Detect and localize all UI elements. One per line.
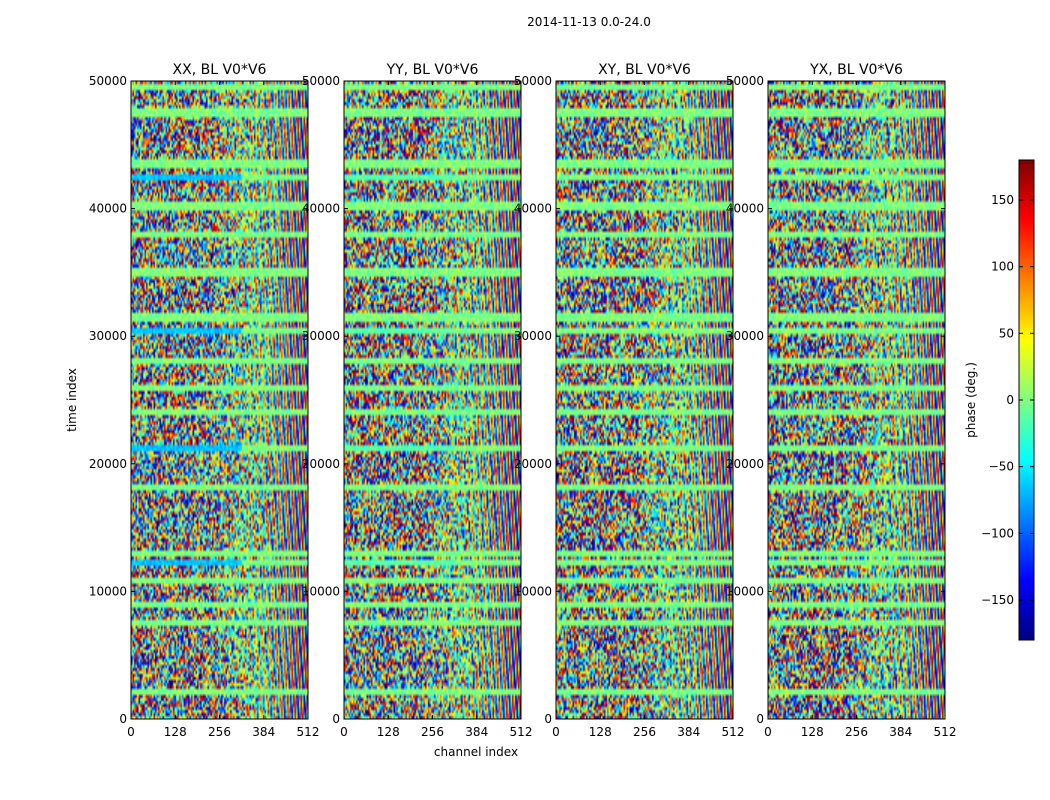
panel-3: XY, BL V0*V6 0 128 256 384 512 0 10000 20000 3000… [514,62,745,739]
panel-1: XX, BL V0*V6 0 128 256 384 512 0 10000 20000 3000… [89,62,320,739]
y-tick-label: 10000 [514,584,552,598]
colorbar-tick-label: −100 [981,526,1014,540]
colorbar-tick-label: −150 [981,593,1014,607]
x-tick-label: 128 [164,725,187,739]
y-tick-label: 0 [544,712,552,726]
x-tick-label: 512 [934,725,957,739]
panels: XX, BL V0*V6 0 128 256 384 512 0 10000 20000 3000… [89,62,957,739]
y-tick-label: 40000 [302,202,340,216]
heatmap-image [344,81,521,719]
panel-2: YY, BL V0*V6 0 128 256 384 512 0 10000 20000 3000… [302,62,533,739]
x-tick-label: 0 [764,725,772,739]
y-tick-label: 50000 [89,74,127,88]
y-tick-label: 20000 [514,457,552,471]
x-tick-label: 0 [340,725,348,739]
panel-title: XY, BL V0*V6 [598,62,691,78]
y-tick-label: 50000 [514,74,552,88]
colorbar: −150 −100 −50 0 50 100 150 phase (deg.) [964,159,1035,641]
heatmap-image [768,81,945,719]
colorbar-tick-label: −50 [989,460,1014,474]
heatmap-image [131,81,308,719]
x-tick-label: 384 [252,725,275,739]
x-tick-label: 128 [589,725,612,739]
y-tick-label: 10000 [726,584,764,598]
panel-4: YX, BL V0*V6 0 128 256 384 512 0 10000 20000 3000… [726,62,957,739]
y-tick-label: 50000 [726,74,764,88]
figure-title: 2014-11-13 0.0-24.0 [527,15,651,29]
x-axis-label: channel index [434,745,518,759]
x-tick-label: 256 [208,725,231,739]
heatmap-image [556,81,733,719]
y-tick-label: 30000 [726,329,764,343]
colorbar-tick-label: 150 [991,193,1014,207]
y-tick-label: 10000 [302,584,340,598]
y-tick-label: 0 [119,712,127,726]
y-tick-label: 30000 [302,329,340,343]
x-tick-label: 0 [552,725,560,739]
panel-title: XX, BL V0*V6 [173,62,267,78]
colorbar-tick-label: 50 [999,326,1014,340]
x-tick-label: 384 [889,725,912,739]
y-tick-label: 20000 [89,457,127,471]
y-tick-label: 10000 [89,584,127,598]
x-tick-label: 256 [845,725,868,739]
y-tick-label: 20000 [302,457,340,471]
x-tick-label: 0 [127,725,135,739]
panel-title: YY, BL V0*V6 [386,62,479,78]
x-tick-label: 512 [510,725,533,739]
x-tick-label: 512 [722,725,745,739]
y-tick-label: 40000 [726,202,764,216]
x-tick-label: 384 [677,725,700,739]
x-tick-label: 128 [377,725,400,739]
y-axis-label: time index [65,368,79,432]
x-tick-label: 384 [465,725,488,739]
colorbar-label: phase (deg.) [964,362,978,438]
y-tick-label: 40000 [514,202,552,216]
y-tick-label: 50000 [302,74,340,88]
x-tick-label: 256 [421,725,444,739]
x-tick-label: 512 [297,725,320,739]
x-tick-label: 128 [801,725,824,739]
y-tick-label: 30000 [514,329,552,343]
y-tick-label: 30000 [89,329,127,343]
colorbar-gradient [1019,160,1034,640]
x-tick-label: 256 [633,725,656,739]
colorbar-tick-label: 0 [1006,393,1014,407]
y-tick-label: 0 [332,712,340,726]
y-tick-label: 40000 [89,202,127,216]
y-tick-label: 20000 [726,457,764,471]
y-tick-label: 0 [756,712,764,726]
panel-title: YX, BL V0*V6 [809,62,903,78]
colorbar-tick-label: 100 [991,260,1014,274]
